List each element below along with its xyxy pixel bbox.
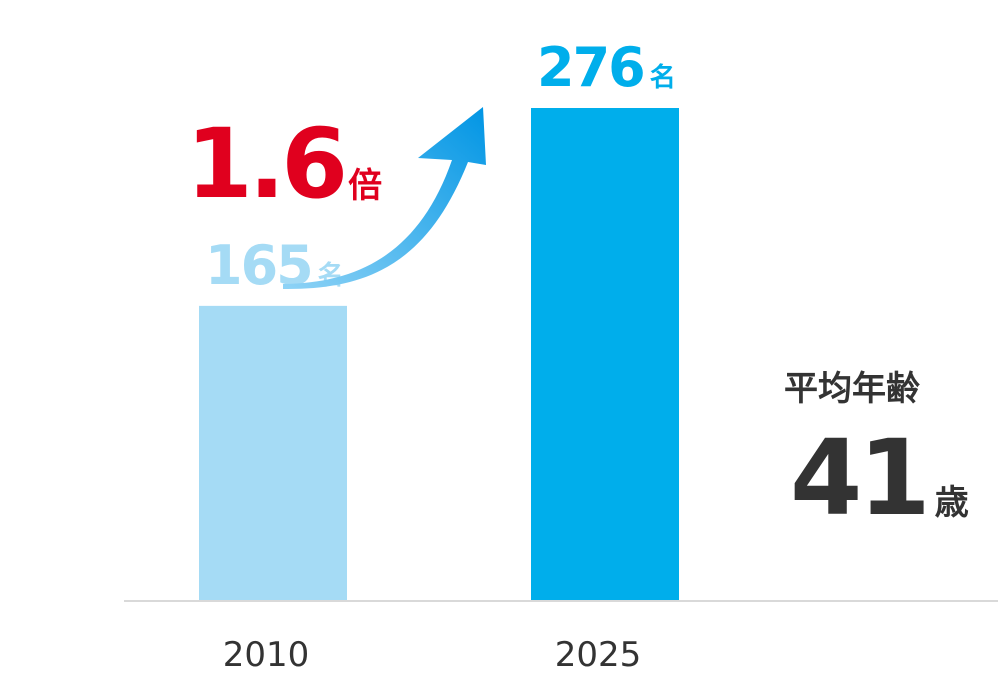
value-labels: 165 名 276 名 bbox=[205, 36, 676, 297]
growth-multiplier-unit: 倍 bbox=[348, 166, 382, 206]
category-label-2010: 2010 bbox=[223, 635, 310, 675]
growth-multiplier-value: 1.6 bbox=[186, 108, 344, 220]
growth-arrow-icon bbox=[283, 107, 486, 290]
bars bbox=[199, 108, 679, 600]
category-labels: 2010 2025 bbox=[223, 635, 642, 675]
value-label-2025: 276 名 bbox=[537, 36, 676, 99]
bar-2010 bbox=[199, 305, 347, 600]
growth-multiplier: 1.6 倍 bbox=[186, 108, 382, 220]
average-age-value: 41 bbox=[790, 417, 927, 539]
bar-2025 bbox=[531, 108, 679, 600]
average-age-unit: 歳 bbox=[935, 483, 969, 523]
value-label-2010: 165 名 bbox=[205, 234, 344, 297]
average-age: 41 歳 bbox=[790, 417, 969, 539]
category-label-2025: 2025 bbox=[555, 635, 642, 675]
average-age-label: 平均年齢 bbox=[784, 369, 920, 409]
